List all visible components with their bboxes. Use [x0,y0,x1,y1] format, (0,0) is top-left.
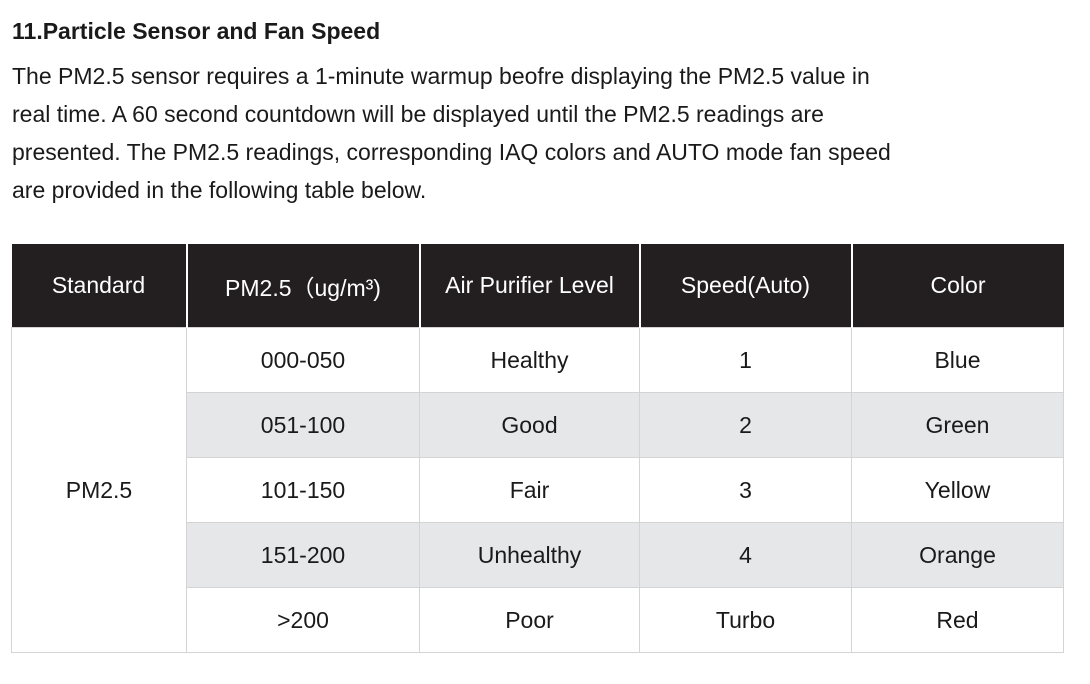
range-cell: 051-100 [186,392,420,458]
header-air-purifier-level: Air Purifier Level [418,244,640,328]
table-row: 051-100 Good 2 Green [12,392,1064,458]
range-cell: >200 [186,587,420,653]
color-cell: Orange [851,522,1064,588]
table-row: 151-200 Unhealthy 4 Orange [12,522,1064,588]
speed-cell: 3 [639,457,852,523]
level-cell: Fair [419,457,640,523]
table-row: 101-150 Fair 3 Yellow [12,457,1064,523]
level-cell: Healthy [419,327,640,393]
speed-cell: Turbo [639,587,852,653]
color-cell: Blue [851,327,1064,393]
pm25-fan-speed-table: Standard PM2.5（ug/m³) Air Purifier Level… [11,244,1064,653]
section-paragraph: The PM2.5 sensor requires a 1-minute war… [12,57,1072,209]
paragraph-line: real time. A 60 second countdown will be… [12,101,824,127]
table-row: >200 Poor Turbo Red [12,587,1064,653]
header-color: Color [850,244,1064,328]
standard-cell: PM2.5 [11,327,187,653]
speed-cell: 1 [639,327,852,393]
speed-cell: 4 [639,522,852,588]
range-cell: 151-200 [186,522,420,588]
paragraph-line: are provided in the following table belo… [12,177,427,203]
header-pm25: PM2.5（ug/m³) [185,244,420,328]
table-row: PM2.5 000-050 Healthy 1 Blue [11,327,1064,653]
level-cell: Good [419,392,640,458]
color-cell: Red [851,587,1064,653]
level-cell: Unhealthy [419,522,640,588]
paragraph-line: presented. The PM2.5 readings, correspon… [12,139,891,165]
range-cell: 101-150 [186,457,420,523]
level-cell: Poor [419,587,640,653]
range-cell: 000-050 [186,327,420,393]
section-heading: 11.Particle Sensor and Fan Speed [12,18,381,44]
table-header-row: Standard PM2.5（ug/m³) Air Purifier Level… [11,244,1064,328]
header-standard: Standard [11,244,187,328]
header-speed-auto: Speed(Auto) [638,244,852,328]
color-cell: Yellow [851,457,1064,523]
color-cell: Green [851,392,1064,458]
paragraph-line: The PM2.5 sensor requires a 1-minute war… [12,63,870,89]
speed-cell: 2 [639,392,852,458]
